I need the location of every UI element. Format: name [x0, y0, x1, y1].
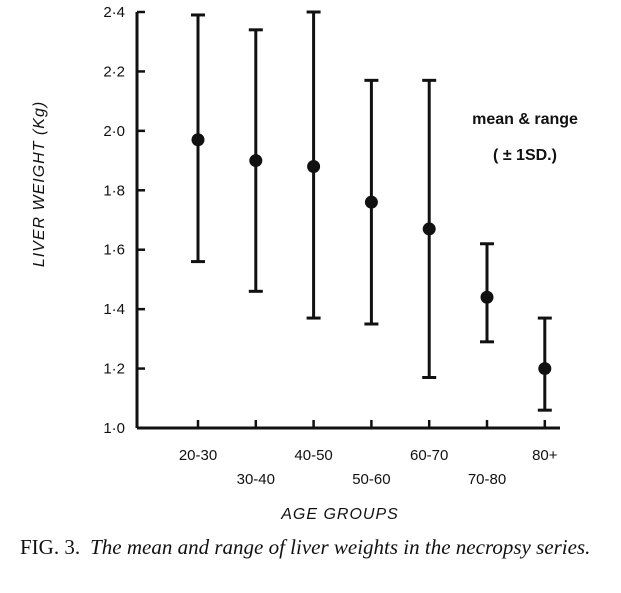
x-axis-title: AGE GROUPS: [280, 506, 399, 520]
mean-point: [422, 222, 436, 236]
data-points: [191, 133, 552, 376]
x-tick-labels: 20-30 30-40 40-50 50-60 60-70 70-80 80+: [179, 447, 558, 488]
x-tick-label: 80+: [532, 447, 558, 464]
y-tick-label: 1·2: [103, 361, 125, 378]
y-tick-label: 1·0: [103, 420, 125, 437]
caption-text: The mean and range of liver weights in t…: [90, 535, 591, 559]
y-tick-label: 2·0: [103, 123, 125, 140]
x-axis: [137, 420, 560, 430]
y-tick-label: 2·2: [103, 63, 125, 80]
error-bars: [191, 10, 552, 412]
x-tick-label: 50-60: [352, 471, 390, 488]
mean-point: [191, 133, 205, 147]
x-tick-label: 20-30: [179, 447, 217, 464]
mean-point: [307, 160, 321, 174]
legend-line-1: mean & range: [472, 111, 578, 128]
legend-line-2: ( ± 1SD.): [493, 147, 557, 164]
y-axis: [135, 10, 145, 430]
chart: 1·0 1·2 1·4 1·6 1·8 2·0 2·2 2·4 20-30 30-40 40-50…: [31, 4, 578, 520]
caption-label: FIG. 3.: [20, 535, 81, 559]
y-tick-label: 1·6: [103, 242, 125, 259]
y-axis-title: LIVER WEIGHT (Kg): [31, 101, 48, 267]
y-tick-label: 1·4: [103, 301, 125, 318]
mean-point: [538, 362, 552, 376]
y-tick-label: 1·8: [103, 182, 125, 199]
x-tick-label: 30-40: [237, 471, 275, 488]
mean-point: [480, 290, 494, 304]
y-tick-label: 2·4: [103, 4, 125, 21]
x-tick-label: 40-50: [294, 447, 332, 464]
mean-point: [364, 195, 378, 209]
x-tick-label: 60-70: [410, 447, 448, 464]
x-tick-label: 70-80: [468, 471, 506, 488]
y-tick-labels: 1·0 1·2 1·4 1·6 1·8 2·0 2·2 2·4: [103, 4, 125, 437]
mean-point: [249, 154, 263, 168]
figure-caption: FIG. 3. The mean and range of liver weigh…: [20, 534, 610, 560]
legend: mean & range ( ± 1SD.): [472, 111, 578, 164]
